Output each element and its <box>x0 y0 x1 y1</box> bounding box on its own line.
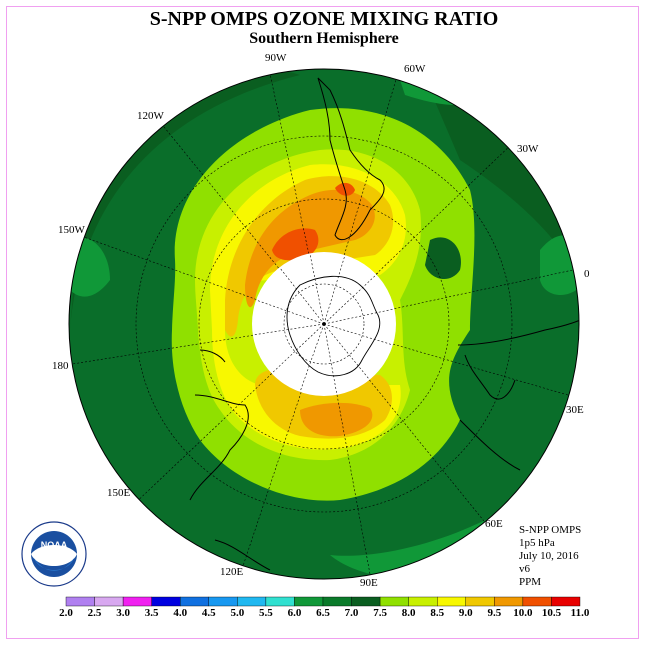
map-border <box>68 68 580 580</box>
colorbar-ticks: 2.0 2.5 3.0 3.5 4.0 4.5 5.0 5.5 6.0 6.5 7.0 7.5 8.0 8… <box>0 607 648 621</box>
indonesia-coast <box>214 539 271 571</box>
colorbar-swatch <box>379 596 409 607</box>
noaa-logo: NOAA <box>21 521 87 587</box>
lon-label-120w: 120W <box>137 110 164 122</box>
colorbar-swatch <box>322 596 352 607</box>
lon-label-150w: 150W <box>58 224 85 236</box>
info-level: 1p5 hPa <box>519 537 555 549</box>
colorbar-swatch <box>65 596 95 607</box>
south-pole-marker <box>322 322 326 326</box>
south-america-coast <box>317 77 385 241</box>
colorbar-tick-label: 3.5 <box>144 607 159 619</box>
contour-10-0 <box>272 228 319 261</box>
colorbar-swatch <box>294 596 324 607</box>
contour-9-5-south <box>300 402 373 437</box>
colorbar-tick-label: 5.0 <box>230 607 245 619</box>
colorbar-swatch <box>208 596 238 607</box>
contour-7-0-nw <box>70 70 300 331</box>
info-date: July 10, 2016 <box>519 550 579 562</box>
info-instrument: S-NPP OMPS <box>519 524 582 536</box>
colorbar-swatch <box>551 596 581 607</box>
colorbar-swatch <box>94 596 124 607</box>
colorbar-swatch <box>151 596 181 607</box>
new-zealand-north <box>199 349 226 363</box>
info-version: v6 <box>519 563 530 575</box>
info-block: S-NPP OMPS 1p5 hPa July 10, 2016 v6 PPM <box>519 524 581 589</box>
contour-7-0-ne <box>430 90 579 280</box>
colorbar-swatch <box>351 596 381 607</box>
colorbar-tick-label: 10.0 <box>513 607 533 619</box>
colorbar-tick-label: 4.5 <box>201 607 216 619</box>
colorbar-tick-label: 4.0 <box>173 607 188 619</box>
colorbar-tick-label: 6.5 <box>316 607 330 619</box>
lon-label-30e: 30E <box>566 404 584 416</box>
colorbar-tick-label: 6.0 <box>287 607 302 619</box>
contour-6-5-w <box>70 237 110 297</box>
colorbar-tick-label: 8.0 <box>401 607 416 619</box>
lon-label-0: 0 <box>584 268 590 280</box>
colorbar-tick-label: 7.0 <box>344 607 359 619</box>
lon-label-120e: 120E <box>220 566 244 578</box>
colorbar-tick-label: 9.5 <box>487 607 502 619</box>
lon-label-30w: 30W <box>517 143 539 155</box>
colorbar-tick-label: 7.5 <box>373 607 387 619</box>
colorbar-swatch <box>122 596 152 607</box>
contour-7-0-island <box>425 237 461 280</box>
colorbar-tick-label: 5.5 <box>259 607 273 619</box>
colorbar-swatch <box>437 596 466 607</box>
lon-label-180: 180 <box>52 360 69 372</box>
info-units: PPM <box>519 576 542 588</box>
figure-frame <box>6 6 639 639</box>
colorbar-swatch <box>494 596 524 607</box>
lon-label-60w: 60W <box>404 63 426 75</box>
lon-label-90w: 90W <box>265 52 287 64</box>
lon-label-90e: 90E <box>360 577 378 589</box>
map-title: S-NPP OMPS OZONE MIXING RATIO <box>149 8 499 30</box>
colorbar-swatch <box>465 596 495 607</box>
colorbar-tick-label: 10.5 <box>541 607 562 619</box>
africa-south-coast <box>457 319 579 346</box>
madagascar <box>464 354 516 400</box>
contour-6-5-n <box>400 80 455 105</box>
colorbar-tick-label: 3.0 <box>116 607 130 619</box>
noaa-logo-text: NOAA <box>41 540 68 550</box>
lon-label-60e: 60E <box>485 518 503 530</box>
contour-6-5-e <box>540 235 579 295</box>
colorbar-swatch <box>522 596 552 607</box>
colorbar-swatch <box>237 596 267 607</box>
inner-graticule <box>252 253 395 396</box>
colorbar <box>65 596 581 607</box>
indian-ocean-coast <box>459 419 521 471</box>
colorbar-tick-label: 11.0 <box>570 607 590 619</box>
colorbar-swatch <box>408 596 438 607</box>
colorbar-swatch <box>180 596 209 607</box>
colorbar-swatch <box>265 596 295 607</box>
map-subtitle: Southern Hemisphere <box>249 30 399 47</box>
australia-coast <box>189 394 249 501</box>
antarctica-coast <box>286 275 381 377</box>
lon-label-150e: 150E <box>107 487 131 499</box>
colorbar-tick-label: 9.0 <box>458 607 473 619</box>
colorbar-tick-label: 8.5 <box>430 607 445 619</box>
colorbar-tick-label: 2.0 <box>59 607 73 619</box>
colorbar-tick-label: 2.5 <box>87 607 102 619</box>
